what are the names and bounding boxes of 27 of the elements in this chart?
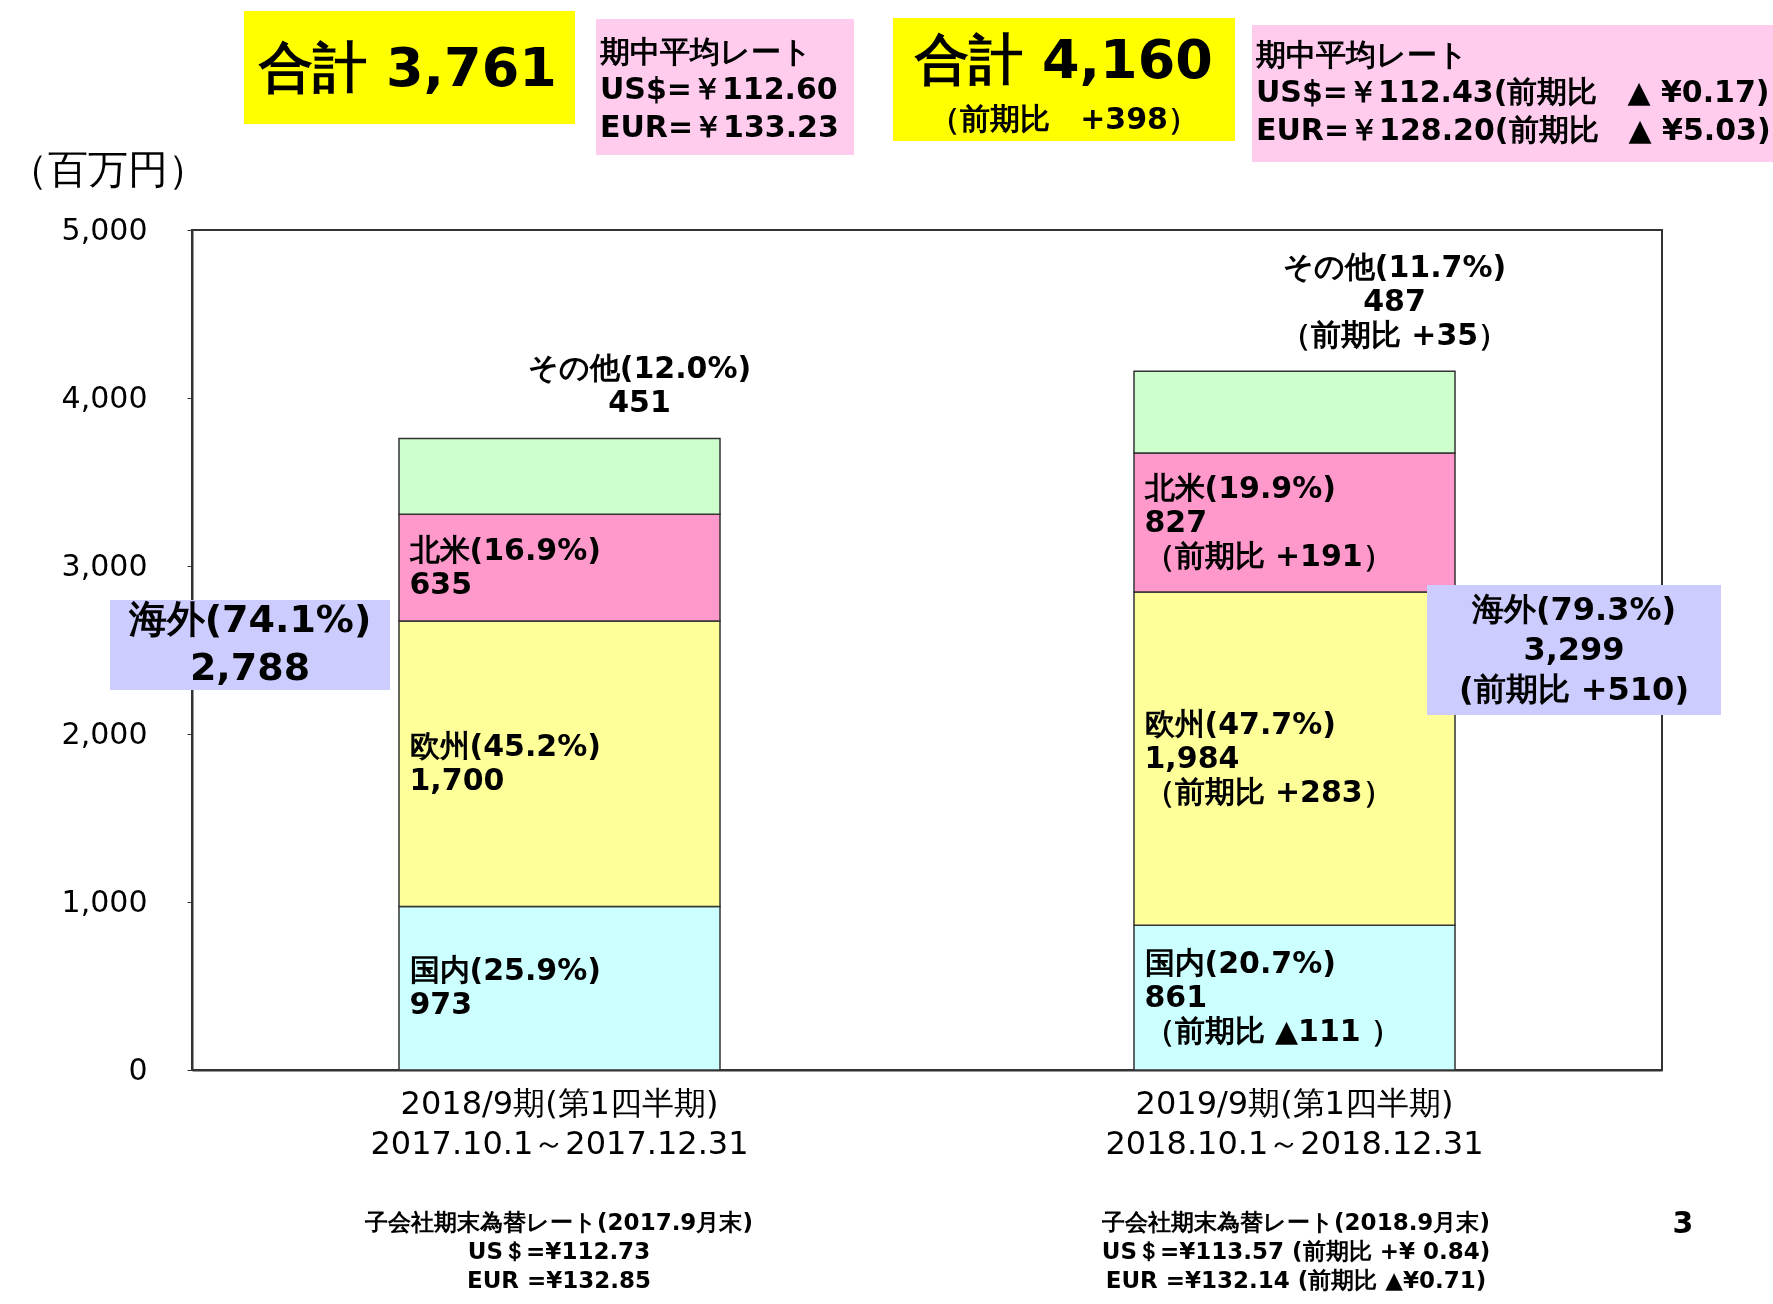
annotation: 海外(79.3%) 3,299 (前期比 +510) (1459, 590, 1689, 708)
data-label: 欧州(45.2%) 1,700 (409, 727, 601, 797)
data-label: 北米(19.9%) 827 （前期比 +191） (1143, 469, 1393, 573)
y-tick-label: 5,000 (61, 211, 148, 247)
data-label: その他(11.7%) 487 （前期比 +35） (1280, 249, 1509, 353)
y-tick-label: 0 (128, 1051, 148, 1087)
y-tick-label: 3,000 (61, 547, 148, 583)
data-label: 国内(25.9%) 973 (409, 952, 601, 1022)
y-tick-label: 2,000 (61, 715, 148, 751)
annotation: 海外(74.1%) 2,788 (127, 597, 372, 689)
text: 期中平均レート US$=￥112.43(前期比 ▲ ¥0.17) EUR=￥128.20(前期比 ▲ ¥5.03) (1255, 36, 1771, 147)
x-tick-label: 2018/9期(第1四半期) 2017.10.1～2017.12.31 (370, 1083, 749, 1162)
data-label: 北米(16.9%) 635 (408, 531, 601, 601)
data-label: 国内(20.7%) 861 （前期比 ▲111 ） (1144, 944, 1402, 1048)
y-tick-label: 4,000 (61, 379, 148, 415)
text: （前期比 +398） (930, 101, 1198, 136)
text: 子会社期末為替レート(2017.9月末) US＄=¥112.73 EUR =¥132.85 (364, 1209, 753, 1293)
x-tick-label: 2019/9期(第1四半期) 2018.10.1～2018.12.31 (1105, 1083, 1484, 1162)
data-label: その他(12.0%) 451 (527, 350, 752, 420)
text: 期中平均レート US$=￥112.60 EUR=￥133.23 (599, 33, 839, 144)
text: 合計 4,160 (914, 28, 1213, 91)
data-label: 欧州(47.7%) 1,984 （前期比 +283） (1144, 705, 1393, 809)
text: 子会社期末為替レート(2018.9月末) US＄=¥113.57 (前期比 +¥ 0.84) EUR =¥132.14 (前期比 ▲¥0.71) (1101, 1209, 1491, 1293)
y-axis-title: （百万円） (7, 145, 208, 192)
y-tick-label: 1,000 (61, 883, 148, 919)
text: 3 (1672, 1205, 1694, 1240)
text: 合計 3,761 (258, 36, 557, 99)
